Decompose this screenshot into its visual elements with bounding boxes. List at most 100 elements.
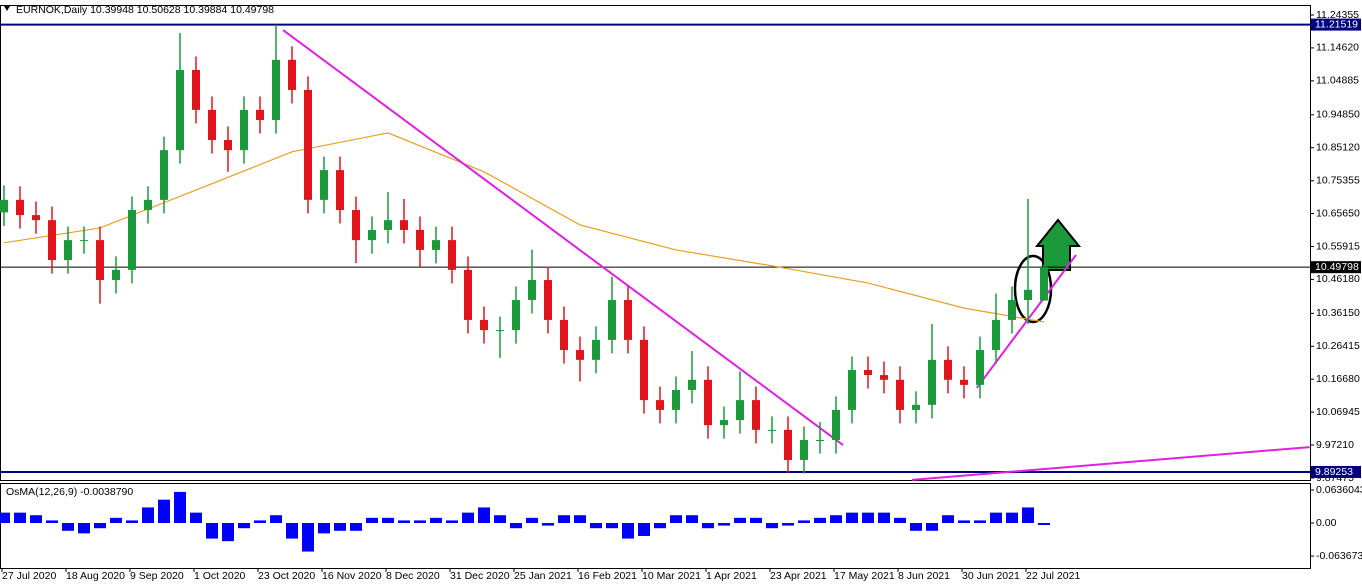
osma-bar bbox=[958, 520, 970, 524]
osma-title: OsMA(12,26,9) -0.0038790 bbox=[6, 486, 133, 498]
candle-body bbox=[32, 215, 40, 221]
osma-bar bbox=[782, 523, 794, 526]
osma-bar bbox=[318, 523, 330, 534]
osma-bar bbox=[974, 520, 986, 524]
candle-body bbox=[720, 420, 728, 426]
y-tick-label: 10.46180 bbox=[1316, 273, 1360, 285]
osma-bar bbox=[174, 491, 186, 524]
osma-bar bbox=[734, 517, 746, 524]
osma-bar bbox=[46, 520, 58, 524]
osma-bar bbox=[254, 520, 266, 524]
candle-body bbox=[816, 440, 824, 442]
candle-body bbox=[976, 350, 984, 385]
osma-bar bbox=[238, 523, 250, 529]
candle-body bbox=[896, 379, 904, 410]
osma-bar bbox=[62, 523, 74, 531]
candle-body bbox=[464, 269, 472, 320]
candle-body bbox=[1008, 299, 1016, 320]
level-label: 9.89253 bbox=[1315, 466, 1353, 478]
candle-body bbox=[880, 375, 888, 380]
trendline bbox=[282, 29, 844, 446]
trendline bbox=[975, 254, 1077, 389]
osma-bar bbox=[686, 515, 698, 524]
candle-body bbox=[800, 440, 808, 460]
candle-body bbox=[912, 404, 920, 410]
osma-bar bbox=[1038, 523, 1050, 526]
candle-body bbox=[480, 319, 488, 331]
candle-body bbox=[544, 280, 552, 320]
x-tick-label: 22 Jul 2021 bbox=[1026, 570, 1080, 582]
candle-body bbox=[624, 299, 632, 340]
osma-bar bbox=[606, 523, 618, 529]
candle-body bbox=[128, 210, 136, 270]
candle-body bbox=[656, 400, 664, 410]
osma-bar bbox=[462, 512, 474, 524]
moving-average bbox=[3, 132, 1045, 323]
candle-body bbox=[192, 69, 200, 110]
candle-body bbox=[272, 59, 280, 121]
candle-body bbox=[96, 240, 104, 281]
candle-body bbox=[64, 240, 72, 261]
candle-body bbox=[1024, 289, 1032, 300]
candle-body bbox=[288, 59, 296, 90]
main-panel bbox=[0, 5, 1311, 481]
osma-bar bbox=[14, 512, 26, 524]
osma-bar bbox=[1006, 512, 1018, 524]
osma-bar bbox=[94, 523, 106, 529]
osma-bar bbox=[366, 517, 378, 524]
y-tick-label: 10.85120 bbox=[1316, 141, 1360, 153]
candle-body bbox=[640, 339, 648, 401]
y-tick-label: 11.14620 bbox=[1316, 42, 1359, 54]
y-tick-label: 10.06945 bbox=[1316, 406, 1360, 418]
level-label: 11.21519 bbox=[1315, 18, 1358, 30]
candle-body bbox=[0, 199, 8, 213]
osma-bar bbox=[542, 523, 554, 526]
y-tick-label: 10.26415 bbox=[1316, 340, 1360, 352]
osma-bar bbox=[142, 507, 154, 524]
osma-bar bbox=[350, 523, 362, 531]
candle-body bbox=[928, 359, 936, 405]
x-tick-label: 16 Feb 2021 bbox=[578, 570, 637, 582]
osma-bar bbox=[638, 523, 650, 536]
candle-body bbox=[848, 370, 856, 410]
candle-body bbox=[992, 319, 1000, 351]
level-box bbox=[1311, 261, 1361, 274]
osma-bar bbox=[702, 523, 714, 529]
osma-bar bbox=[894, 517, 906, 524]
osma-bar bbox=[510, 523, 522, 529]
osma-bar bbox=[478, 507, 490, 524]
y-tick-label: 10.36150 bbox=[1316, 307, 1360, 319]
y-tick-label: 9.97210 bbox=[1316, 439, 1354, 451]
candle-body bbox=[384, 220, 392, 230]
osma-bar bbox=[0, 512, 10, 524]
osma-bar bbox=[270, 515, 282, 524]
level-box bbox=[1311, 465, 1361, 478]
osma-bar bbox=[222, 523, 234, 542]
osma-bar bbox=[558, 515, 570, 524]
x-tick-label: 23 Oct 2020 bbox=[258, 570, 315, 582]
up-arrow bbox=[1034, 218, 1082, 271]
x-tick-label: 30 Jun 2021 bbox=[962, 570, 1020, 582]
y-tick-label: 10.65650 bbox=[1316, 207, 1360, 219]
osma-bar bbox=[590, 523, 602, 529]
osma-bar bbox=[382, 517, 394, 524]
osma-bar bbox=[526, 517, 538, 524]
y-tick-label: 11.04885 bbox=[1316, 75, 1359, 87]
candle-body bbox=[560, 319, 568, 351]
candle-body bbox=[224, 139, 232, 151]
chart-title: EURNOK,Daily 10.39948 10.50628 10.39884 … bbox=[16, 4, 274, 16]
osma-bar bbox=[190, 512, 202, 524]
candle-body bbox=[688, 379, 696, 390]
x-tick-label: 23 Apr 2021 bbox=[770, 570, 827, 582]
y-tick-label: 0.0636043 bbox=[1316, 484, 1362, 496]
candle-body bbox=[256, 109, 264, 121]
y-tick-label: -0.0636739 bbox=[1316, 550, 1362, 562]
candle-body bbox=[784, 429, 792, 460]
candle-body bbox=[368, 229, 376, 241]
osma-bar bbox=[910, 523, 922, 531]
menu-icon bbox=[4, 6, 10, 11]
candle-body bbox=[752, 400, 760, 430]
candle-body bbox=[960, 379, 968, 385]
osma-bar bbox=[766, 523, 778, 529]
osma-bar bbox=[286, 523, 298, 539]
